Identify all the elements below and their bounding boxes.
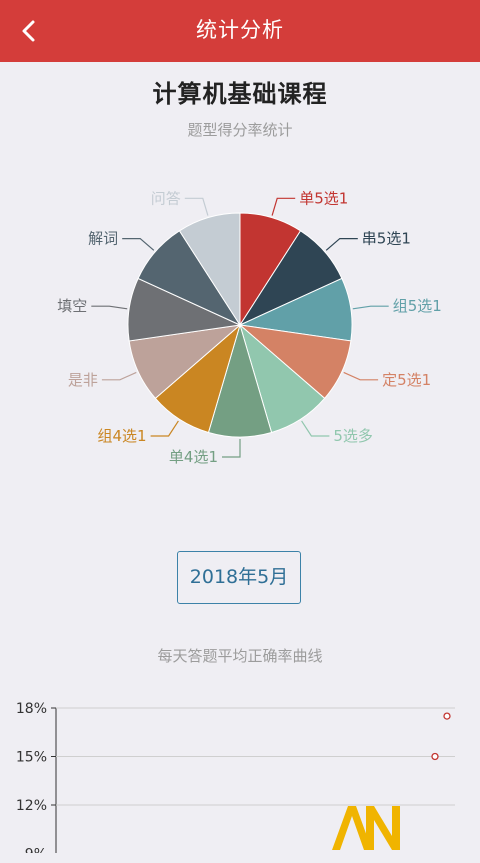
month-select-button[interactable]: 2018年5月 <box>177 551 301 604</box>
watermark-logo <box>330 800 480 853</box>
pie-label-line <box>343 371 379 381</box>
y-tick-label: 18% <box>16 701 47 717</box>
pie-slice <box>178 212 241 327</box>
pie-label-line <box>325 237 358 251</box>
pie-label: 问答 <box>151 189 181 207</box>
page-title: 统计分析 <box>196 18 284 42</box>
data-point <box>431 752 439 761</box>
pie-label: 是非 <box>68 371 98 389</box>
back-button[interactable] <box>14 16 44 46</box>
pie-label-line <box>91 305 128 310</box>
pie-label-line <box>271 197 296 216</box>
curve-title: 每天答题平均正确率曲线 <box>157 647 323 665</box>
y-tick-label: 12% <box>16 798 47 814</box>
top-bar: 统计分析 <box>0 0 480 62</box>
chart-subtitle: 题型得分率统计 <box>187 121 293 139</box>
pie-label-line <box>301 420 330 437</box>
pie-label: 组4选1 <box>98 427 147 445</box>
chevron-left-icon <box>22 20 35 42</box>
y-tick-label: 9% <box>25 847 47 854</box>
pie-label-line <box>222 439 241 458</box>
pie-label-line <box>122 237 155 251</box>
pie-label: 解词 <box>88 230 118 248</box>
data-point <box>443 712 451 720</box>
pie-label-line <box>184 197 209 216</box>
course-title: 计算机基础课程 <box>152 80 328 108</box>
pie-label: 定5选1 <box>382 371 431 389</box>
pie-label-line <box>352 305 389 310</box>
pie-label: 单4选1 <box>169 448 218 466</box>
pie-label: 5选多 <box>333 427 373 445</box>
pie-label-line <box>101 371 137 381</box>
y-tick-label: 15% <box>16 750 47 766</box>
accuracy-curve-chart: 18% 15% 12% 9% <box>16 701 455 854</box>
pie-label: 组5选1 <box>393 297 442 315</box>
pie-label: 串5选1 <box>362 230 411 248</box>
pie-label: 单5选1 <box>299 189 348 207</box>
pie-label-line <box>150 420 179 437</box>
pie-label: 填空 <box>57 297 87 315</box>
